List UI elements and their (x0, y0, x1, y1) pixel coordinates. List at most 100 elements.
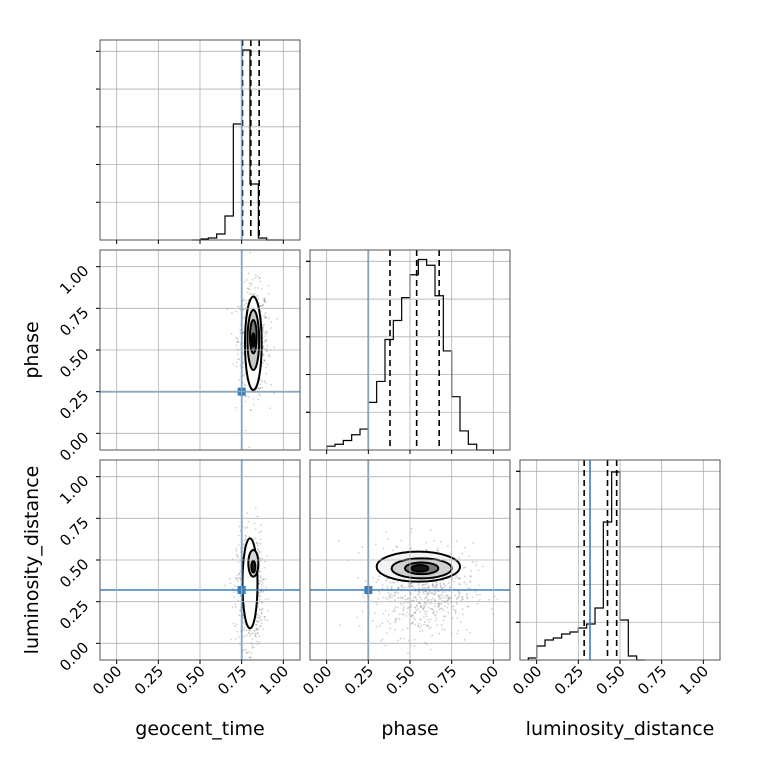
sample-point (437, 596, 440, 598)
sample-point (254, 506, 257, 509)
sample-point (423, 590, 426, 593)
sample-point (461, 596, 464, 599)
sample-point (256, 632, 259, 634)
sample-point (377, 578, 380, 581)
sample-point (431, 583, 434, 586)
sample-point (243, 635, 246, 638)
sample-point (437, 606, 440, 608)
sample-point (394, 621, 397, 624)
sample-point (252, 663, 254, 665)
sample-point (469, 580, 472, 583)
sample-point (387, 613, 390, 616)
sample-point (466, 597, 469, 600)
sample-point (398, 613, 401, 616)
sample-point (419, 630, 422, 633)
sample-point (238, 525, 241, 528)
sample-point (461, 598, 464, 601)
sample-point (432, 610, 435, 612)
sample-point (245, 279, 248, 281)
sample-point (237, 358, 239, 360)
sample-point (263, 316, 266, 319)
sample-point (433, 605, 436, 608)
sample-point (229, 582, 232, 585)
sample-point (269, 407, 272, 410)
x-axis-label: luminosity_distance (526, 718, 715, 740)
sample-point (239, 329, 242, 331)
sample-point (442, 583, 445, 586)
sample-point (260, 584, 263, 587)
sample-point (246, 287, 249, 290)
sample-point (256, 640, 259, 643)
sample-point (439, 594, 441, 597)
sample-point (235, 553, 238, 556)
sample-point (415, 604, 418, 607)
sample-point (236, 353, 239, 355)
sample-point (362, 596, 365, 598)
sample-point (389, 622, 391, 625)
sample-point (446, 545, 449, 547)
sample-point (251, 643, 254, 646)
sample-point (262, 578, 265, 581)
sample-point (261, 607, 264, 610)
sample-point (260, 608, 262, 611)
sample-point (444, 615, 447, 618)
panel-grid (100, 460, 300, 660)
sample-point (417, 602, 420, 604)
sample-point (470, 569, 472, 572)
x-tick-label: 0.25 (551, 662, 587, 698)
sample-point (260, 625, 263, 628)
sample-point (255, 616, 258, 619)
sample-point (256, 544, 259, 547)
sample-point (267, 292, 270, 295)
sample-point (378, 592, 381, 595)
sample-point (431, 612, 434, 615)
histogram-panel-luminosity_distance (516, 460, 720, 661)
sample-point (231, 312, 233, 314)
y-tick-label: 0.50 (56, 555, 92, 591)
sample-point (456, 617, 459, 620)
sample-point (372, 576, 374, 579)
sample-point (247, 629, 250, 632)
sample-point (262, 324, 264, 327)
sample-point (264, 297, 267, 300)
sample-point (245, 651, 247, 654)
sample-point (403, 637, 406, 640)
sample-point (411, 585, 414, 588)
sample-point (424, 602, 427, 605)
sample-point (429, 602, 432, 605)
sample-point (415, 598, 418, 601)
sample-point (258, 549, 261, 552)
sample-point (425, 549, 428, 552)
sample-point (381, 622, 384, 624)
sample-point (419, 618, 422, 621)
sample-point (246, 652, 248, 654)
sample-point (431, 591, 433, 594)
sample-point (464, 639, 466, 641)
sample-point (432, 583, 434, 586)
sample-point (429, 618, 432, 621)
sample-point (390, 593, 393, 595)
sample-point (414, 596, 417, 598)
sample-point (397, 591, 400, 594)
sample-point (461, 552, 464, 555)
sample-point (260, 608, 263, 611)
sample-point (387, 538, 390, 540)
sample-point (388, 596, 391, 599)
sample-point (474, 591, 477, 593)
sample-point (420, 606, 422, 609)
sample-point (397, 597, 399, 599)
sample-point (425, 541, 427, 544)
sample-point (390, 596, 393, 599)
sample-point (476, 602, 479, 605)
sample-point (260, 590, 263, 593)
sample-point (265, 340, 268, 343)
sample-point (245, 302, 248, 305)
sample-point (259, 538, 262, 541)
sample-point (414, 596, 417, 599)
sample-point (234, 606, 237, 609)
sample-point (251, 646, 254, 649)
sample-point (262, 326, 264, 329)
sample-point (410, 615, 413, 617)
sample-point (251, 293, 254, 295)
sample-point (425, 603, 428, 606)
